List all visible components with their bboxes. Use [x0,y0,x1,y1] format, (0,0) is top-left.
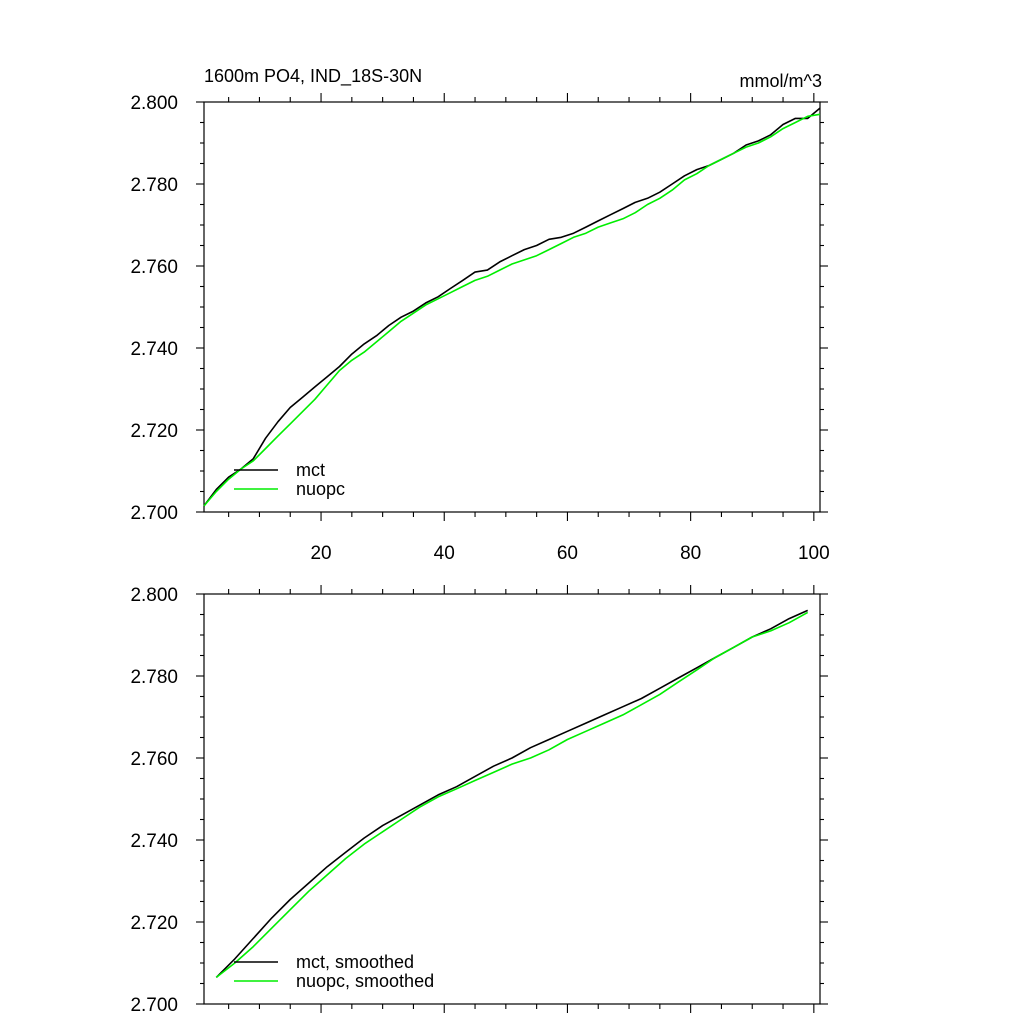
y-tick-label: 2.740 [130,339,178,360]
y-tick-label: 2.700 [130,503,178,524]
series-group [215,609,809,979]
y-tick-label: 2.720 [130,421,178,442]
legend-label: nuopc [296,479,345,499]
x-tick-label: 20 [310,543,331,564]
series-group [203,107,821,507]
x-tick-label: 100 [798,543,830,564]
y-tick-label: 2.760 [130,749,178,770]
x-tick-label: 60 [557,543,578,564]
legend-label: mct, smoothed [296,952,414,972]
y-tick-label: 2.800 [130,585,178,606]
series-line [215,609,809,978]
y-tick-label: 2.780 [130,667,178,688]
x-tick-label: 80 [680,543,701,564]
y-tick-label: 2.720 [130,913,178,934]
bottom-panel: 2.700 2.720 2.740 2.760 2.780 2.800 mct, smoo… [130,585,828,1016]
y-tick-label: 2.740 [130,831,178,852]
series-line [203,107,821,507]
y-tick-label: 2.700 [130,995,178,1016]
series-line [215,611,809,979]
series-line [203,113,821,507]
tick-group: 2.700 2.720 2.740 2.760 2.780 2.800 20 40 60 80 10… [130,93,830,564]
y-tick-label: 2.780 [130,175,178,196]
y-tick-label: 2.800 [130,93,178,114]
panel-title: 1600m PO4, IND_18S-30N [204,66,422,87]
x-tick-label: 40 [434,543,455,564]
legend-label: nuopc, smoothed [296,971,434,991]
top-panel: 1600m PO4, IND_18S-30N mmol/m^3 2.7002.7… [130,66,829,564]
units-label: mmol/m^3 [740,71,822,91]
plot-frame [203,593,821,1005]
plot-frame [203,101,821,513]
legend-label: mct [296,460,325,480]
y-tick-label: 2.760 [130,257,178,278]
tick-group: 2.700 2.720 2.740 2.760 2.780 2.800 [130,585,828,1016]
